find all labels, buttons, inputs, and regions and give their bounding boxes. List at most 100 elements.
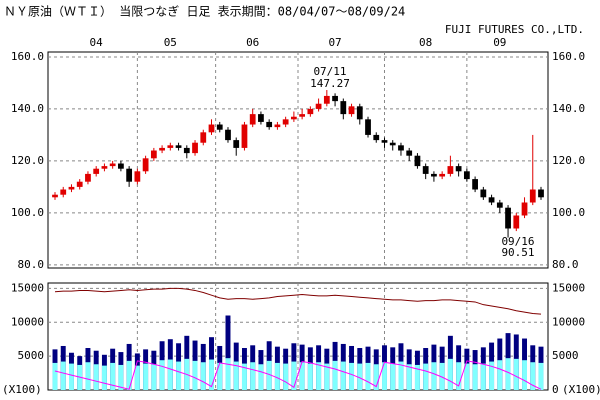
candle-body — [406, 150, 413, 156]
volume-bar — [447, 358, 453, 390]
y-tick-label: 80.0 — [18, 258, 45, 271]
candle-body — [480, 189, 487, 198]
volume-bar — [217, 362, 223, 390]
candle-body — [323, 95, 330, 104]
volume-bar — [472, 364, 478, 390]
annotation: 07/11 — [313, 65, 346, 78]
annotation: 09/16 — [501, 235, 534, 248]
candle-body — [249, 114, 256, 125]
volume-bar — [225, 315, 231, 390]
volume-bar — [126, 360, 132, 390]
candle-body — [488, 197, 495, 203]
volume-bar — [357, 363, 363, 390]
candle-body — [200, 132, 207, 143]
volume-bar — [497, 360, 503, 390]
candle-body — [52, 194, 58, 198]
month-label: 05 — [164, 36, 177, 49]
candle-body — [447, 166, 454, 174]
y-tick-label: 120.0 — [552, 154, 585, 167]
candle-body — [373, 134, 380, 141]
volume-bar — [134, 365, 140, 390]
volume-bar — [406, 364, 412, 390]
candle-body — [332, 95, 338, 102]
candle-body — [118, 163, 124, 169]
volume-bar — [52, 362, 58, 390]
volume-bar — [167, 359, 173, 390]
candle-body — [348, 106, 355, 115]
month-label: 08 — [419, 36, 432, 49]
candle-body — [431, 173, 437, 177]
candle-body — [496, 202, 503, 208]
volume-bar — [489, 361, 495, 390]
y-tick-label: 10000 — [11, 315, 44, 328]
volume-bar — [93, 364, 99, 390]
candle-body — [175, 145, 182, 148]
candle-body — [192, 142, 198, 154]
volume-bar — [176, 361, 182, 390]
candle-body — [463, 171, 470, 180]
candle-body — [422, 166, 429, 174]
volume-bar — [192, 360, 198, 390]
month-label: 07 — [328, 36, 341, 49]
candle-body — [68, 186, 75, 190]
volume-bar — [60, 361, 66, 390]
candle-body — [85, 173, 91, 182]
candle-body — [258, 114, 264, 122]
volume-bar — [110, 362, 116, 390]
candle-body — [513, 215, 520, 229]
candle-body — [183, 147, 190, 154]
y-tick-label: 100.0 — [552, 206, 585, 219]
candle-body — [538, 189, 544, 198]
y2-tick-label: 10000 — [552, 315, 585, 328]
candle-body — [126, 168, 133, 182]
y2-tick-label: 0 — [552, 383, 559, 396]
y-tick-label: 5000 — [18, 349, 45, 362]
volume-bar — [85, 362, 91, 390]
volume-bar — [316, 362, 322, 390]
annotation: 90.51 — [501, 246, 534, 259]
month-label: 06 — [246, 36, 259, 49]
volume-bar — [522, 360, 527, 390]
volume-bar — [118, 364, 124, 390]
volume-bar — [340, 361, 346, 390]
volume-bar — [373, 364, 379, 390]
volume-bar — [209, 359, 214, 390]
candle-body — [340, 101, 347, 115]
candle-body — [389, 142, 396, 146]
volume-bar — [480, 363, 486, 390]
volume-bar — [423, 363, 429, 390]
candle-body — [208, 124, 215, 133]
volume-bar — [398, 361, 404, 390]
candle-body — [505, 207, 511, 229]
candle-body — [381, 140, 388, 143]
volume-bar — [241, 363, 247, 390]
candle-body — [93, 168, 100, 174]
candle-body — [282, 119, 289, 125]
candle-body — [76, 181, 83, 187]
candle-body — [216, 124, 223, 130]
y-tick-label: 160.0 — [11, 50, 44, 63]
candle-body — [159, 147, 165, 151]
candle-body — [109, 163, 116, 167]
y2-tick-label: 15000 — [552, 281, 585, 294]
volume-bar — [225, 358, 231, 390]
volume-bar — [233, 361, 239, 390]
candle-body — [472, 179, 478, 190]
candle-body — [307, 108, 314, 115]
month-label: 09 — [493, 36, 506, 49]
candle-body — [274, 124, 281, 128]
volume-bar — [365, 362, 371, 390]
volume-bar — [258, 364, 264, 390]
y2-tick-label: 5000 — [552, 349, 579, 362]
volume-bar — [513, 358, 519, 390]
month-label: 04 — [90, 36, 104, 49]
candle-body — [299, 114, 306, 117]
volume-bar — [538, 362, 544, 390]
volume-bar — [159, 360, 165, 390]
candle-body — [290, 116, 297, 120]
y-tick-label: 15000 — [11, 281, 44, 294]
candle-body — [529, 189, 536, 203]
chart-title: ＮＹ原油（ＷＴＩ） 当限つなぎ 日足 表示期間：08/04/07～08/09/2… — [4, 5, 405, 19]
volume-bar — [307, 363, 313, 390]
volume-bar — [143, 363, 149, 390]
